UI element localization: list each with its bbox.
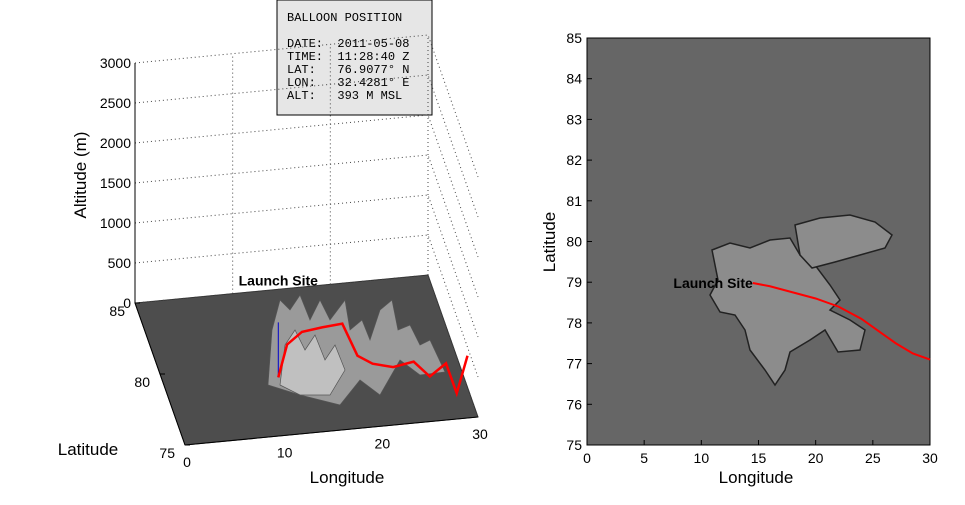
terrain-3d (267, 294, 446, 406)
info-line: LON: 32.4281° E (287, 76, 409, 90)
y-tick-label: 78 (566, 315, 582, 331)
x-axis-label: Longitude (310, 468, 385, 487)
z-tick-label: 0 (123, 295, 131, 311)
info-box (276, 0, 433, 116)
x-axis-label: Longitude (719, 468, 794, 487)
z-axis-label: Altitude (m) (71, 132, 90, 219)
z-tick-label: 1500 (100, 175, 131, 191)
y-tick-label: 85 (566, 30, 582, 46)
x-tick-label: 20 (808, 450, 824, 466)
y-tick-label: 75 (566, 437, 582, 453)
z-tick-label: 3000 (100, 55, 131, 71)
trajectory (752, 282, 931, 361)
y-tick-label: 76 (566, 396, 582, 412)
info-line: DATE: 2011-05-08 (287, 37, 409, 51)
y-tick-label: 85 (109, 303, 125, 319)
annotation: Launch Site (239, 272, 319, 288)
x-tick-label: 10 (277, 445, 293, 461)
y-tick-label: 77 (566, 356, 582, 372)
x-tick-label: 20 (375, 435, 391, 451)
info-title: BALLOON POSITION (287, 11, 402, 25)
y-axis-label: Latitude (58, 440, 119, 459)
y-tick-label: 80 (134, 374, 150, 390)
y-tick-label: 82 (566, 152, 582, 168)
grid-line (134, 114, 479, 258)
x-axis (184, 416, 479, 446)
z-tick-label: 500 (108, 255, 132, 271)
x-tick-label: 5 (640, 450, 648, 466)
y-tick-label: 83 (566, 111, 582, 127)
x-tick-label: 15 (751, 450, 767, 466)
y-tick-label: 84 (566, 71, 582, 87)
x-tick-label: 0 (183, 454, 191, 470)
y-axis-label: Latitude (540, 212, 559, 273)
info-line: TIME: 11:28:40 Z (287, 50, 409, 64)
z-tick-label: 2000 (100, 135, 131, 151)
info-line: LAT: 76.9077° N (287, 63, 409, 77)
x-tick-label: 0 (583, 450, 591, 466)
z-tick-label: 2500 (100, 95, 131, 111)
x-tick-label: 30 (922, 450, 938, 466)
x-tick-label: 30 (472, 426, 488, 442)
y-tick-label: 79 (566, 274, 582, 290)
y-tick-label: 81 (566, 193, 582, 209)
y-axis (134, 302, 186, 446)
z-tick-label: 1000 (100, 215, 131, 231)
x-tick-label: 10 (694, 450, 710, 466)
trajectory (277, 322, 469, 398)
terrain-map (709, 214, 893, 387)
info-line: ALT: 393 M MSL (287, 89, 402, 103)
y-tick-label: 80 (566, 234, 582, 250)
x-tick-label: 25 (865, 450, 881, 466)
annotation: Launch Site (673, 275, 753, 291)
y-tick-label: 75 (159, 445, 175, 461)
